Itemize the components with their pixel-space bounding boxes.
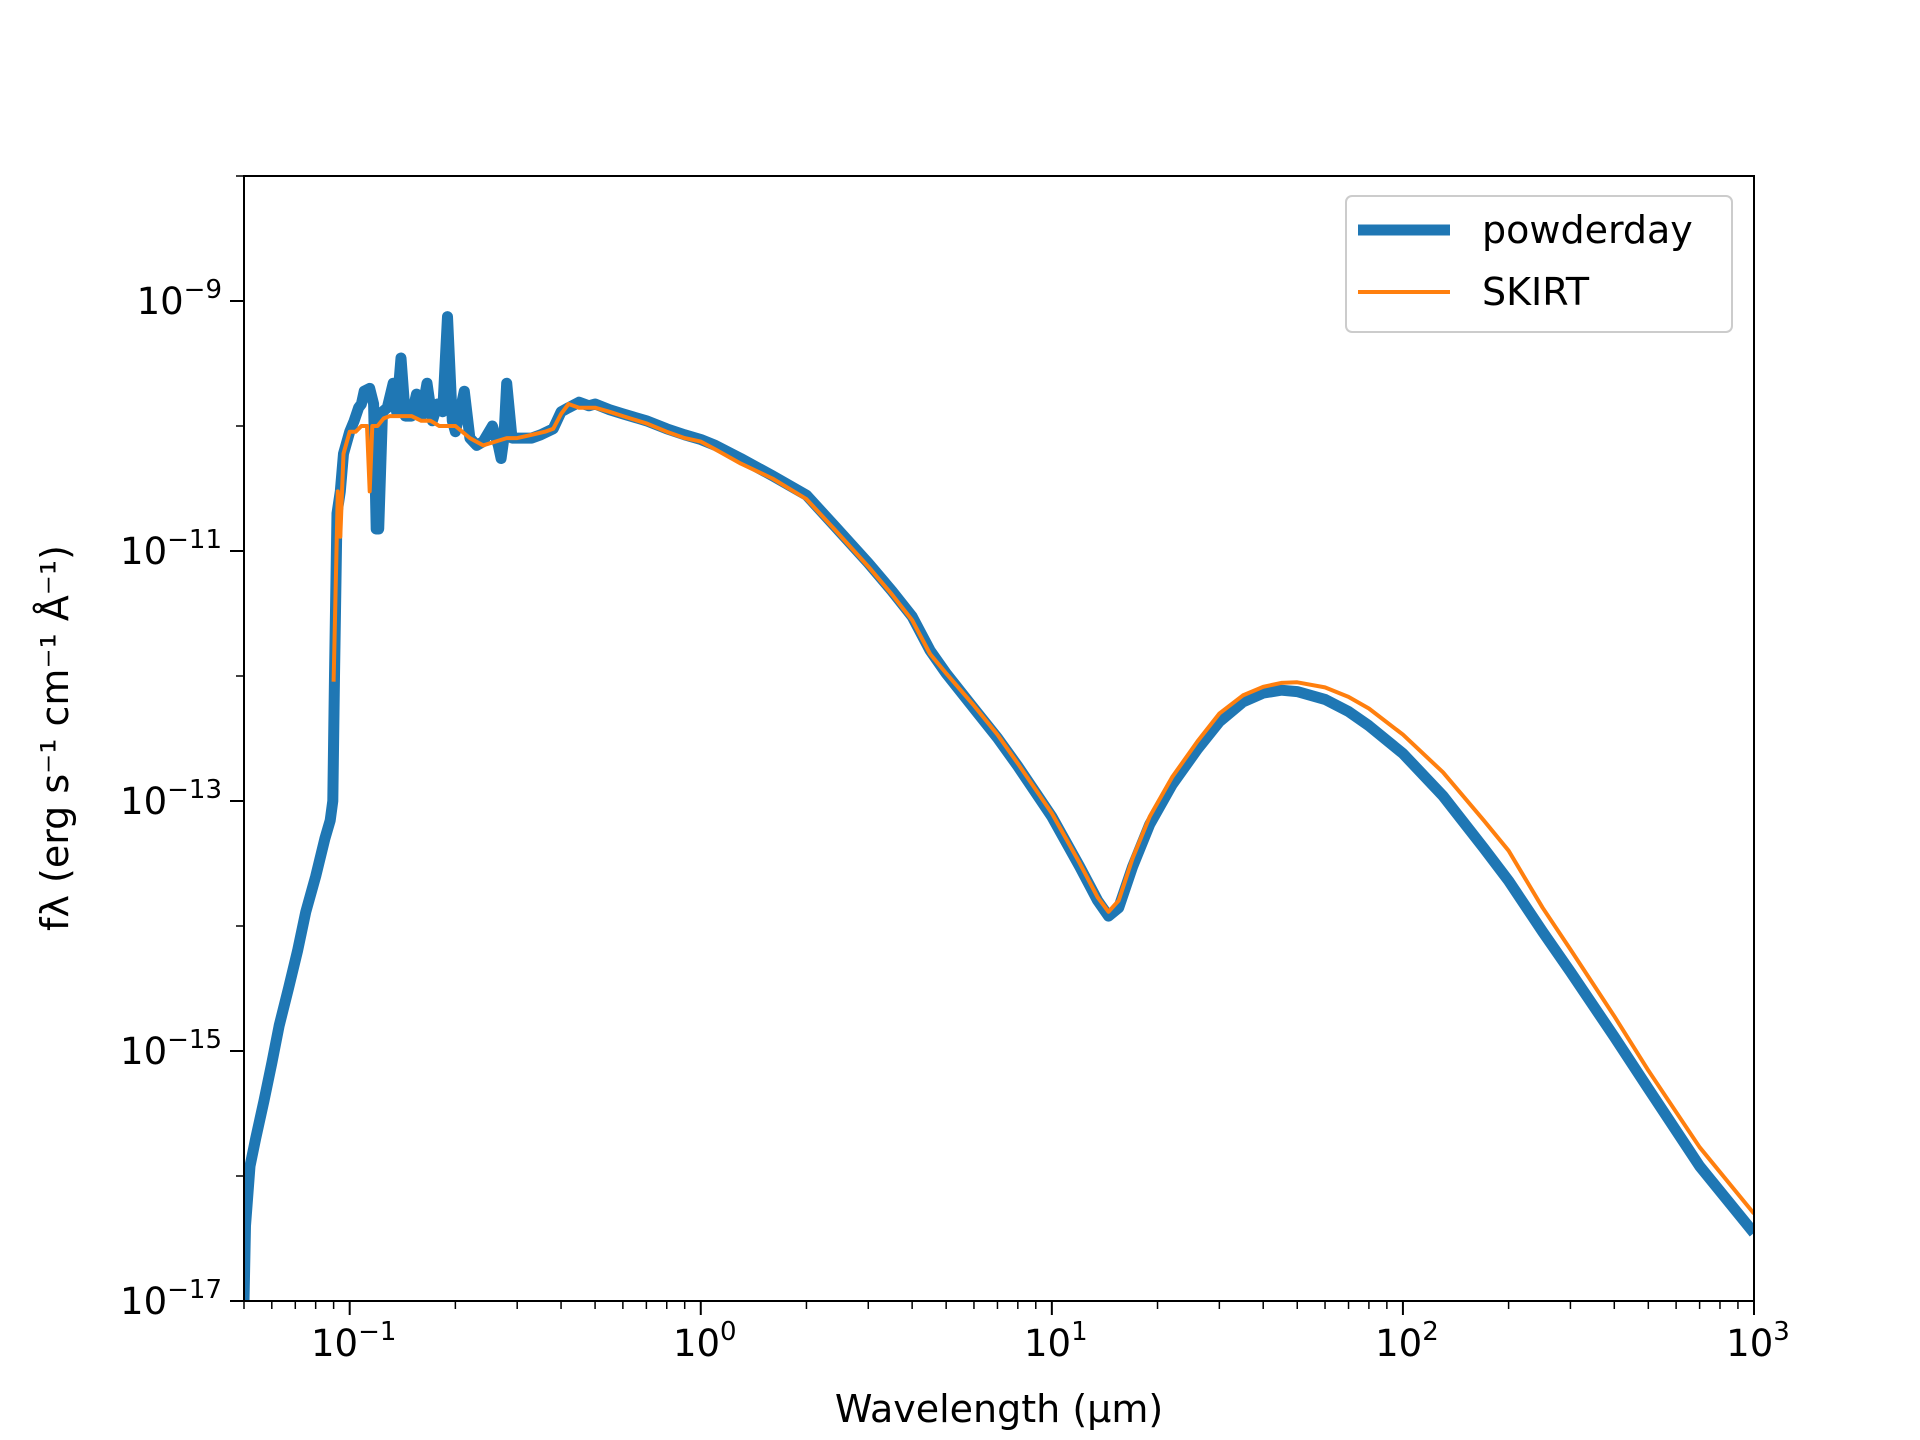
y-axis-label: fλ (erg s⁻¹ cm⁻¹ Å⁻¹) — [33, 545, 77, 931]
plot-frame — [243, 175, 1755, 1302]
x-tick-label: 101 — [1024, 1317, 1088, 1365]
legend-label-skirt: SKIRT — [1482, 270, 1590, 314]
x-axis-label: Wavelength (μm) — [835, 1387, 1163, 1431]
x-tick-label: 10−1 — [311, 1317, 396, 1365]
y-tick-label: 10−15 — [120, 1025, 222, 1073]
legend-label-powderday: powderday — [1482, 208, 1693, 252]
series-line-skirt — [331, 402, 1754, 1215]
ticks-layer: 10−1 100 101 102 103 10−17 10−15 10−13 10−11 10−9 — [120, 175, 1790, 1365]
x-tick-label: 103 — [1726, 1317, 1790, 1365]
x-tick-label: 100 — [673, 1317, 737, 1365]
series-layer — [244, 311, 1754, 1301]
y-tick-label: 10−11 — [120, 525, 222, 573]
y-tick-label: 10−17 — [120, 1275, 222, 1323]
y-tick-label: 10−9 — [137, 275, 222, 323]
y-tick-label: 10−13 — [120, 775, 222, 823]
legend: powderday SKIRT — [1345, 195, 1733, 333]
x-tick-label: 102 — [1375, 1317, 1439, 1365]
